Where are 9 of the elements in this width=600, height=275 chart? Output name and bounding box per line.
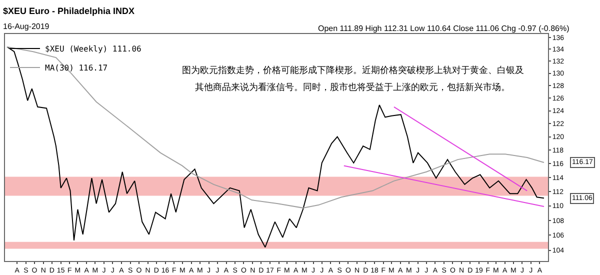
annotation: 其他商品来说为看涨信号。同时，股市也将受益于上涨的欧元，包括新兴市场。: [195, 82, 510, 92]
chart-title: $XEU Euro - Philadelphia INDX: [3, 6, 135, 16]
legend-label: MA(30) 116.17: [45, 64, 108, 73]
line-series: [6, 46, 544, 208]
chart-subtitle: 16-Aug-2019: [3, 22, 50, 31]
annotation: 图为欧元指数走势，价格可能形成下降楔形。近期价格突破楔形上轨对于黄金、白银及: [182, 65, 524, 75]
legend-label: $XEU (Weekly) 111.06: [45, 44, 142, 54]
line-series: [6, 46, 544, 248]
text: Open 111.89 High 112.31 Low 110.64 Close 111.06 Chg -0.97 (-0.86%): [318, 24, 570, 33]
